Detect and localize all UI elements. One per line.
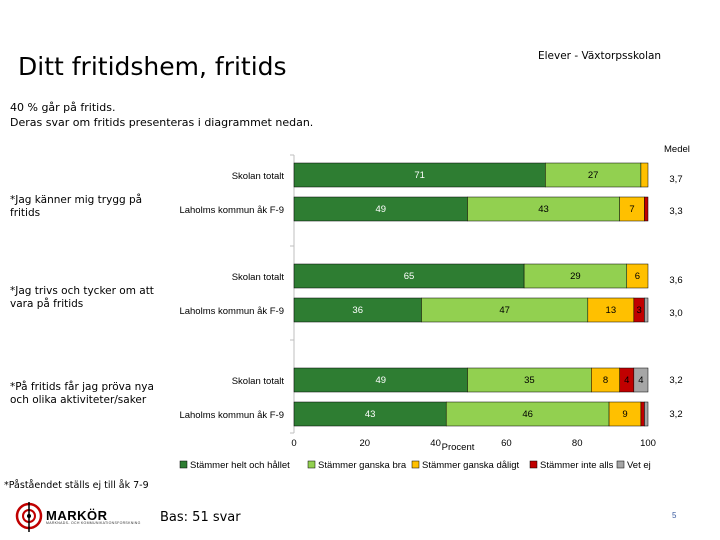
question-label: *Jag trivs och tycker om att vara på fri… bbox=[10, 285, 154, 310]
bar-segment-ganska_daligt bbox=[640, 162, 649, 188]
data-label: 9 bbox=[622, 409, 627, 420]
legend-swatch-ganska_bra bbox=[307, 460, 316, 469]
legend-swatch-vet_ej bbox=[616, 460, 625, 469]
medel-header: Medel bbox=[664, 144, 690, 155]
category-label: Skolan totalt bbox=[232, 376, 285, 387]
legend-label: Vet ej bbox=[627, 460, 651, 471]
medel-value: 3,0 bbox=[669, 308, 682, 319]
data-label: 46 bbox=[522, 409, 533, 420]
bar-segment-helt bbox=[293, 401, 447, 427]
legend-label: Stämmer helt och hållet bbox=[190, 460, 290, 471]
footnote: *Påståendet ställs ej till åk 7-9 bbox=[4, 480, 149, 491]
bar-segment-helt bbox=[293, 196, 468, 222]
bar-segment-ganska_bra bbox=[445, 401, 610, 427]
data-label: 3 bbox=[637, 305, 642, 316]
bar-segment-ganska_daligt bbox=[619, 196, 645, 222]
data-label: 43 bbox=[365, 409, 376, 420]
page-number: 5 bbox=[672, 511, 677, 520]
bar-segment-ganska_bra bbox=[523, 263, 628, 289]
bar-segment-inte_alls bbox=[640, 401, 645, 427]
data-label: 65 bbox=[404, 271, 415, 282]
logo-wordmark: MARKÖR bbox=[46, 508, 108, 523]
intro-line-1: 40 % går på fritids. bbox=[10, 101, 116, 114]
data-label: 71 bbox=[414, 170, 425, 181]
bar-segment-ganska_daligt bbox=[587, 297, 635, 323]
medel-value: 3,7 bbox=[669, 174, 682, 185]
data-label: 49 bbox=[375, 204, 386, 215]
markor-logo-icon bbox=[15, 502, 43, 532]
bar-segment-ganska_bra bbox=[467, 367, 592, 393]
legend-swatch-inte_alls bbox=[529, 460, 538, 469]
data-label: 49 bbox=[375, 375, 386, 386]
x-tick-label: 60 bbox=[501, 438, 512, 449]
data-label: 27 bbox=[588, 170, 599, 181]
data-label: 7 bbox=[629, 204, 634, 215]
category-label: Laholms kommun åk F-9 bbox=[179, 410, 284, 421]
legend-label: Stämmer ganska dåligt bbox=[422, 460, 520, 471]
medel-value: 3,2 bbox=[669, 375, 682, 386]
medel-value: 3,2 bbox=[669, 409, 682, 420]
bar-segment-helt bbox=[293, 162, 546, 188]
legend-label: Stämmer ganska bra bbox=[318, 460, 407, 471]
bar-segment-vet_ej bbox=[644, 401, 649, 427]
data-label: 8 bbox=[603, 375, 608, 386]
x-tick-label: 80 bbox=[572, 438, 583, 449]
x-tick-label: 0 bbox=[291, 438, 296, 449]
data-label: 6 bbox=[635, 271, 640, 282]
legend-swatch-helt bbox=[179, 460, 188, 469]
bar-segment-helt bbox=[293, 263, 525, 289]
data-label: 13 bbox=[606, 305, 617, 316]
bar-segment-ganska_daligt bbox=[626, 263, 649, 289]
data-label: 4 bbox=[624, 375, 629, 386]
bar-segment-ganska_bra bbox=[421, 297, 589, 323]
bar-segment-vet_ej bbox=[633, 367, 649, 393]
data-label: 43 bbox=[538, 204, 549, 215]
category-label: Laholms kommun åk F-9 bbox=[179, 205, 284, 216]
stacked-bar-chart: Skolan totalt 71 27 3,7 Laholms kommun åk F-… bbox=[179, 154, 683, 471]
intro-line-2: Deras svar om fritids presenteras i diag… bbox=[10, 116, 314, 129]
intro-text: 40 % går på fritids. Deras svar om friti… bbox=[10, 100, 313, 130]
data-label: 29 bbox=[570, 271, 581, 282]
bar-segment-helt bbox=[293, 367, 468, 393]
bar-segment-ganska_daligt bbox=[608, 401, 642, 427]
question-label: *Jag känner mig trygg på fritids bbox=[10, 194, 143, 219]
x-tick-label: 20 bbox=[360, 438, 371, 449]
question-label: *På fritids får jag pröva nya och olika … bbox=[10, 381, 154, 406]
data-label: 4 bbox=[638, 375, 643, 386]
legend-swatch-ganska_daligt bbox=[411, 460, 420, 469]
bar-segment-ganska_bra bbox=[467, 196, 620, 222]
medel-value: 3,3 bbox=[669, 206, 682, 217]
x-tick-label: 40 bbox=[430, 438, 441, 449]
medel-value: 3,6 bbox=[669, 275, 682, 286]
page-title: Ditt fritidshem, fritids bbox=[18, 52, 287, 81]
legend-label: Stämmer inte alls bbox=[540, 460, 614, 471]
data-label: 47 bbox=[499, 305, 510, 316]
x-tick-label: 100 bbox=[640, 438, 656, 449]
bar-segment-inte_alls bbox=[644, 196, 649, 222]
x-axis-label: Procent bbox=[442, 442, 475, 453]
category-label: Skolan totalt bbox=[232, 272, 285, 283]
bar-segment-vet_ej bbox=[644, 297, 649, 323]
school-name: Elever - Växtorpsskolan bbox=[538, 50, 662, 62]
category-label: Skolan totalt bbox=[232, 171, 285, 182]
base-count: Bas: 51 svar bbox=[160, 510, 241, 525]
category-label: Laholms kommun åk F-9 bbox=[179, 306, 284, 317]
bar-segment-ganska_bra bbox=[545, 162, 642, 188]
data-label: 35 bbox=[524, 375, 535, 386]
data-label: 36 bbox=[352, 305, 363, 316]
logo-subtitle: MARKNADS- OCH KOMMUNIKATIONSFORSKNING bbox=[46, 521, 141, 525]
